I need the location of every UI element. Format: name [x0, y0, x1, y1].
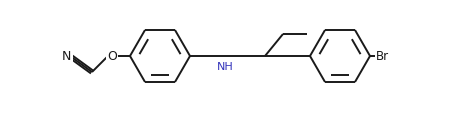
- Text: N: N: [61, 50, 71, 63]
- Text: O: O: [107, 50, 117, 63]
- Text: NH: NH: [217, 61, 234, 71]
- Text: Br: Br: [376, 50, 389, 63]
